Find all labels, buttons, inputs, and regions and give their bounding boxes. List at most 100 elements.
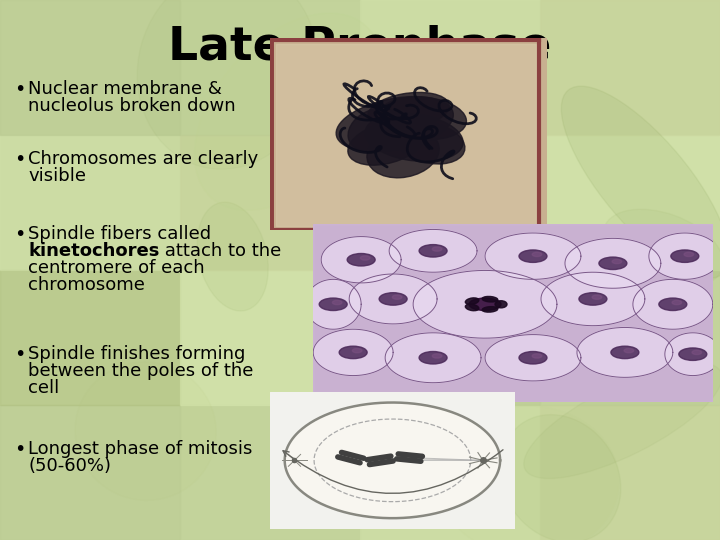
Polygon shape [313, 329, 393, 375]
Circle shape [319, 298, 347, 310]
Circle shape [659, 298, 687, 310]
Ellipse shape [397, 123, 465, 164]
Bar [180, 405, 360, 540]
Polygon shape [284, 402, 500, 518]
Text: •: • [14, 225, 25, 244]
Ellipse shape [603, 210, 720, 287]
Circle shape [432, 247, 442, 251]
Text: between the poles of the: between the poles of the [28, 362, 253, 380]
Circle shape [519, 250, 547, 262]
Circle shape [679, 348, 707, 360]
Bar [0, 270, 180, 405]
Text: visible: visible [28, 167, 86, 185]
Text: •: • [14, 80, 25, 99]
Polygon shape [389, 230, 477, 272]
Text: chromosome: chromosome [28, 276, 145, 294]
Circle shape [379, 293, 407, 305]
Ellipse shape [438, 406, 619, 540]
Text: nucleolus broken down: nucleolus broken down [28, 97, 235, 115]
Text: cell: cell [28, 379, 59, 397]
Bar [540, 0, 720, 135]
Circle shape [671, 250, 699, 262]
Circle shape [419, 352, 447, 364]
Text: Chromosomes are clearly: Chromosomes are clearly [28, 150, 258, 168]
Ellipse shape [465, 298, 479, 305]
Bar [180, 270, 360, 405]
Circle shape [360, 256, 370, 260]
Ellipse shape [465, 304, 479, 310]
Text: •: • [14, 150, 25, 169]
Ellipse shape [194, 13, 382, 210]
Circle shape [392, 295, 402, 299]
Ellipse shape [379, 97, 467, 140]
Bar [540, 270, 720, 405]
Polygon shape [485, 335, 581, 381]
Text: Nuclear membrane &: Nuclear membrane & [28, 80, 222, 98]
Polygon shape [413, 271, 557, 338]
Polygon shape [633, 279, 713, 329]
Circle shape [579, 293, 607, 305]
Circle shape [519, 352, 547, 364]
Ellipse shape [329, 117, 454, 240]
Circle shape [532, 354, 541, 358]
Ellipse shape [348, 108, 402, 152]
Ellipse shape [75, 362, 216, 501]
Polygon shape [577, 327, 672, 377]
Circle shape [347, 253, 375, 266]
Circle shape [532, 252, 541, 256]
Ellipse shape [367, 186, 529, 320]
Text: Longest phase of mitosis: Longest phase of mitosis [28, 440, 253, 458]
Ellipse shape [500, 415, 621, 540]
Bar [0, 0, 180, 135]
Circle shape [352, 348, 362, 353]
Bar [360, 0, 540, 135]
Circle shape [624, 348, 634, 353]
Text: centromere of each: centromere of each [28, 259, 204, 277]
Ellipse shape [309, 114, 438, 250]
Bar [360, 270, 540, 405]
Circle shape [692, 350, 701, 355]
Ellipse shape [197, 202, 269, 311]
Ellipse shape [138, 0, 318, 169]
Text: •: • [14, 440, 25, 459]
Bar [0, 405, 180, 540]
Ellipse shape [469, 298, 501, 310]
Bar [540, 405, 720, 540]
Circle shape [419, 245, 447, 257]
Circle shape [333, 300, 342, 305]
Bar [180, 0, 360, 135]
Polygon shape [305, 279, 361, 329]
Ellipse shape [482, 307, 498, 312]
Circle shape [611, 346, 639, 359]
Ellipse shape [368, 92, 449, 129]
Ellipse shape [367, 128, 439, 178]
Circle shape [592, 295, 602, 299]
Bar [360, 135, 540, 270]
Bar [180, 135, 360, 270]
Ellipse shape [336, 97, 454, 152]
Polygon shape [649, 233, 720, 279]
Circle shape [432, 354, 442, 358]
Text: Late Prophase: Late Prophase [168, 25, 552, 70]
Bar [0, 135, 180, 270]
Polygon shape [485, 233, 581, 279]
Text: (50-60%): (50-60%) [28, 457, 111, 475]
Polygon shape [541, 272, 645, 326]
Polygon shape [385, 333, 481, 383]
Text: attach to the: attach to the [159, 242, 282, 260]
Polygon shape [349, 274, 437, 324]
Circle shape [339, 346, 367, 359]
Bar [360, 405, 540, 540]
Ellipse shape [482, 296, 498, 302]
Text: •: • [14, 345, 25, 364]
Polygon shape [321, 237, 401, 283]
Ellipse shape [562, 86, 720, 278]
Text: Spindle finishes forming: Spindle finishes forming [28, 345, 246, 363]
Circle shape [599, 257, 627, 269]
Bar [540, 135, 720, 270]
Text: kinetochores: kinetochores [28, 242, 159, 260]
Ellipse shape [348, 122, 425, 165]
Circle shape [612, 259, 621, 264]
Polygon shape [565, 238, 661, 288]
Ellipse shape [365, 113, 463, 161]
